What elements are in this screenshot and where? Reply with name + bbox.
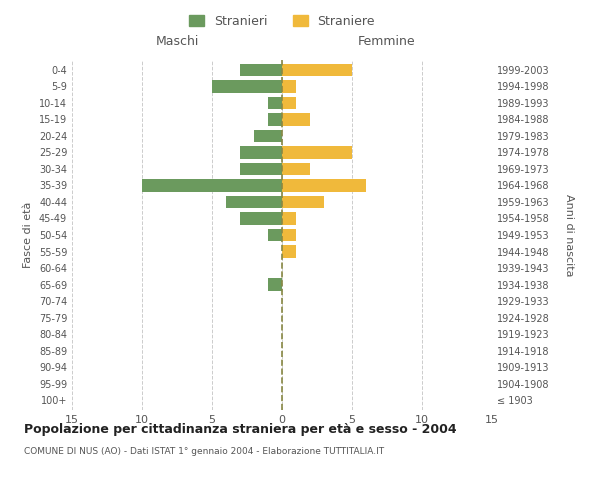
Bar [226,196,282,208]
Bar [240,163,282,175]
Text: COMUNE DI NUS (AO) - Dati ISTAT 1° gennaio 2004 - Elaborazione TUTTITALIA.IT: COMUNE DI NUS (AO) - Dati ISTAT 1° genna… [24,448,384,456]
Text: Maschi: Maschi [155,36,199,49]
Bar [282,212,296,224]
Bar [268,96,282,109]
Y-axis label: Fasce di età: Fasce di età [23,202,33,268]
Text: Femmine: Femmine [358,36,416,49]
Bar [268,113,282,126]
Text: Popolazione per cittadinanza straniera per età e sesso - 2004: Popolazione per cittadinanza straniera p… [24,422,457,436]
Bar [282,96,296,109]
Bar [282,196,324,208]
Bar [282,180,366,192]
Bar [282,80,296,92]
Bar [282,146,352,158]
Bar [282,113,310,126]
Y-axis label: Anni di nascita: Anni di nascita [563,194,574,276]
Bar [268,229,282,241]
Legend: Stranieri, Straniere: Stranieri, Straniere [185,11,379,32]
Bar [268,278,282,290]
Bar [212,80,282,92]
Bar [254,130,282,142]
Bar [282,246,296,258]
Bar [282,229,296,241]
Bar [240,146,282,158]
Bar [282,163,310,175]
Bar [240,212,282,224]
Bar [282,64,352,76]
Bar [240,64,282,76]
Bar [142,180,282,192]
